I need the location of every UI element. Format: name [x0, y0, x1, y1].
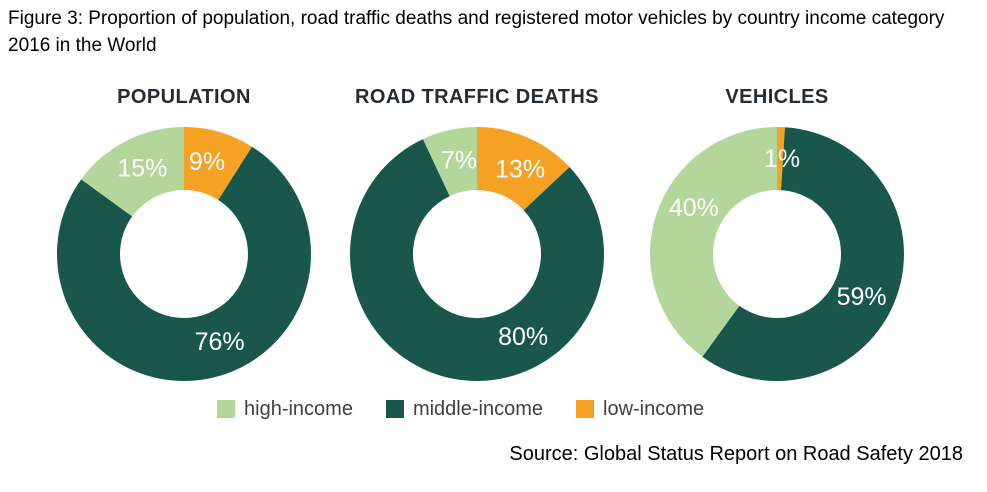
- legend-item-low-income: low-income: [576, 399, 704, 419]
- chart-title-population: POPULATION: [117, 86, 251, 108]
- slice-label-low-income: 13%: [495, 155, 545, 183]
- legend-label-high-income: high-income: [244, 398, 353, 420]
- legend-label-middle-income: middle-income: [412, 398, 544, 420]
- legend-item-high-income: high-income: [217, 399, 353, 419]
- chart-population: POPULATION 9% 76% 15%: [49, 86, 319, 389]
- slice-low-income: [477, 127, 570, 211]
- slice-label-high-income: 7%: [441, 147, 477, 175]
- donut-chart-road-traffic-deaths: 13% 80% 7%: [350, 127, 605, 382]
- slice-label-middle-income: 76%: [195, 328, 245, 356]
- slice-middle-income: [702, 127, 904, 381]
- legend-label-low-income: low-income: [603, 398, 705, 420]
- legend-swatch-middle-income: [385, 400, 404, 418]
- slice-middle-income: [350, 139, 605, 382]
- slice-middle-income: [56, 146, 311, 381]
- source-text: Source: Global Status Report on Road Saf…: [509, 443, 963, 465]
- legend-swatch-high-income: [217, 400, 235, 418]
- slice-high-income: [81, 127, 184, 217]
- slice-label-low-income: 9%: [189, 148, 225, 176]
- legend-swatch-low-income: [576, 400, 595, 418]
- slice-low-income: [184, 127, 253, 200]
- chart-title-vehicles: VEHICLES: [725, 86, 829, 108]
- slice-high-income: [649, 126, 777, 357]
- slice-label-high-income: 40%: [669, 194, 719, 222]
- slice-label-high-income: 15%: [117, 155, 167, 183]
- slice-label-middle-income: 80%: [498, 323, 548, 351]
- slice-label-low-income: 1%: [764, 145, 800, 173]
- legend: high-income middle-income low-income: [217, 399, 704, 419]
- donut-chart-vehicles: 1% 59% 40%: [649, 126, 904, 381]
- slice-high-income: [422, 127, 477, 197]
- chart-road-traffic-deaths: ROAD TRAFFIC DEATHS 13% 80% 7%: [342, 86, 612, 389]
- chart-title-road-traffic-deaths: ROAD TRAFFIC DEATHS: [355, 86, 599, 108]
- slice-low-income: [777, 127, 785, 191]
- figure-caption: Figure 3: Proportion of population, road…: [8, 8, 945, 56]
- chart-vehicles: VEHICLES 1% 59% 40%: [642, 86, 912, 389]
- legend-item-middle-income: middle-income: [385, 398, 544, 420]
- slice-label-middle-income: 59%: [837, 283, 887, 311]
- donut-chart-population: 9% 76% 15%: [56, 127, 311, 381]
